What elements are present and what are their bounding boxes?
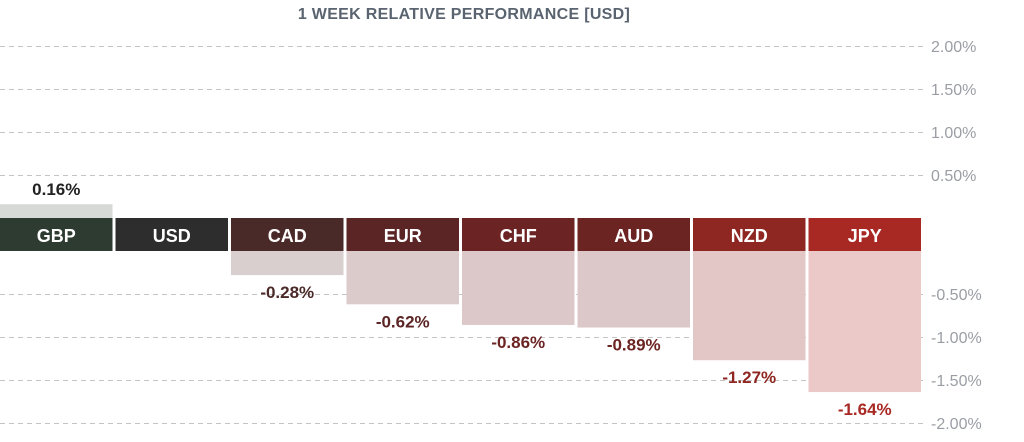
bar-nzd xyxy=(693,251,806,361)
header-gbp xyxy=(0,218,113,251)
bar-gbp xyxy=(0,204,113,218)
bar-jpy xyxy=(808,251,921,393)
category-label-nzd: NZD xyxy=(731,226,768,246)
y-tick-label: -1.00% xyxy=(931,330,982,347)
value-label-jpy: -1.64% xyxy=(838,400,892,419)
category-label-aud: AUD xyxy=(614,226,653,246)
bar-aud xyxy=(577,251,690,328)
bar-chf xyxy=(462,251,575,325)
y-tick-label: 2.00% xyxy=(931,39,976,56)
category-label-chf: CHF xyxy=(500,226,537,246)
header-jpy xyxy=(808,218,921,251)
value-label-cad: -0.28% xyxy=(260,283,314,302)
value-label-eur: -0.62% xyxy=(376,312,430,331)
category-label-cad: CAD xyxy=(268,226,307,246)
y-tick-label: -1.50% xyxy=(931,373,982,390)
category-label-eur: EUR xyxy=(384,226,422,246)
y-tick-label: -0.50% xyxy=(931,287,982,304)
header-aud xyxy=(577,218,690,251)
value-label-aud: -0.89% xyxy=(607,336,661,355)
bar-eur xyxy=(346,251,459,305)
y-tick-label: 1.00% xyxy=(931,125,976,142)
value-label-chf: -0.86% xyxy=(491,333,545,352)
chart-title: 1 WEEK RELATIVE PERFORMANCE [USD] xyxy=(297,6,631,23)
header-nzd xyxy=(693,218,806,251)
y-axis-ticks: 2.00% 1.50% 1.00% 0.50% -0.50% -1.00% -1.50% -2… xyxy=(931,39,982,433)
y-tick-label: 1.50% xyxy=(931,82,976,99)
category-label-gbp: GBP xyxy=(37,226,76,246)
bars: 0.16% GBP USD -0.28% CAD -0.62% EUR -0.86% CHF -0… xyxy=(0,180,921,419)
header-cad xyxy=(231,218,344,251)
header-eur xyxy=(346,218,459,251)
grid-lines xyxy=(0,46,925,424)
category-label-usd: USD xyxy=(153,226,191,246)
bar-cad xyxy=(231,251,344,276)
value-label-gbp: 0.16% xyxy=(32,180,80,199)
value-label-nzd: -1.27% xyxy=(722,368,776,387)
y-tick-label: -2.00% xyxy=(931,416,982,433)
y-tick-label: 0.50% xyxy=(931,168,976,185)
header-chf xyxy=(462,218,575,251)
header-usd xyxy=(115,218,228,251)
category-label-jpy: JPY xyxy=(848,226,882,246)
